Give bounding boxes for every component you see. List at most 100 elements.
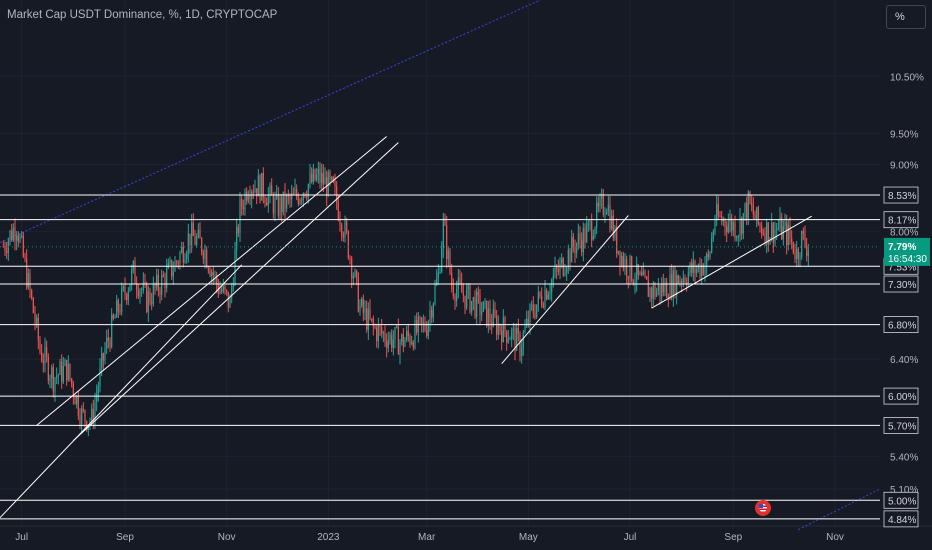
candle-body [226,289,228,292]
level-label: 4.84% [888,515,916,526]
last-price-countdown: 16:54:30 [888,254,927,265]
candle-body [656,290,658,297]
candle-body [236,226,238,250]
candle-body [439,272,441,274]
candle-body [342,234,344,238]
candle-body [689,263,691,273]
candle-body [71,378,73,384]
last-price-box [884,237,930,266]
candle-body [6,250,8,253]
candle-body [717,204,719,217]
candle-body [81,408,83,425]
candle-body [114,317,116,319]
percent-scale-button[interactable]: % [886,5,926,29]
candle-body [139,290,141,297]
candle-body [467,285,469,290]
candle-body [662,283,664,293]
candle-body [431,309,433,318]
candle-body [699,264,701,277]
channel-line [798,488,881,531]
candle-body [424,321,426,331]
candle-body [404,339,406,347]
candle-body [464,295,466,309]
candle-body [734,222,736,238]
candle-body [542,305,544,308]
candle-body [161,274,163,295]
candle-body [257,175,259,197]
trendline [501,215,629,365]
candle-body [99,367,101,387]
candle-body [731,217,733,231]
candle-body [56,376,58,378]
candle-body [534,313,536,318]
candle-body [176,261,178,263]
candle-body [529,305,531,325]
candle-body [687,272,689,285]
candle-body [222,285,224,292]
candle-body [506,330,508,343]
trendline [651,215,812,309]
us-flag-event-icon[interactable] [755,500,771,516]
candle-body [234,249,236,286]
candle-body [416,320,418,333]
candle-body [474,297,476,318]
candle-body [767,222,769,245]
candle-body [11,230,13,241]
candle-body [31,290,33,298]
candle-body [277,194,279,216]
candle-body [92,408,94,423]
candle-body [216,274,218,286]
candle-body [477,291,479,296]
candle-body [764,233,766,244]
y-axis-tick-label: 9.00% [890,160,918,171]
candle-body [261,172,263,201]
candle-body [16,235,18,241]
candle-body [152,283,154,304]
candle-body [239,199,241,233]
candle-body [301,199,303,201]
candle-body [637,264,639,275]
candle-body [371,318,373,320]
candle-body [654,285,656,297]
level-label-box [883,186,919,204]
candle-body [779,217,781,228]
candle-body [259,175,261,201]
candle-body [166,268,168,288]
candle-body [674,269,676,296]
candle-body [322,172,324,185]
candle-body [679,281,681,285]
candle-body [482,301,484,312]
candle-body [711,238,713,253]
candle-body [61,361,63,382]
candle-body [447,250,449,260]
candle-body [574,246,576,254]
candle-body [584,227,586,243]
candle-body [512,328,514,331]
candle-body [539,291,541,297]
level-label-box [883,387,919,405]
candle-body [127,291,129,300]
candle-body [527,318,529,325]
candle-body [37,317,39,341]
candle-body [661,283,663,297]
candle-body [486,300,488,326]
candle-body [614,227,616,238]
candle-body [299,199,301,204]
candle-body [74,396,76,405]
last-price-label: 7.79% [888,242,916,253]
x-axis-tick-label: 2023 [317,532,340,543]
candle-body [436,278,438,286]
candle-body [419,316,421,318]
candle-body [594,227,596,237]
candle-body [789,224,791,238]
candle-body [109,341,111,348]
candle-body [47,356,49,381]
candle-body [496,316,498,335]
candle-body [314,169,316,181]
candle-body [702,264,704,275]
candle-body [297,196,299,204]
candle-body [369,308,371,319]
candle-body [332,177,334,182]
candle-body [212,272,214,276]
